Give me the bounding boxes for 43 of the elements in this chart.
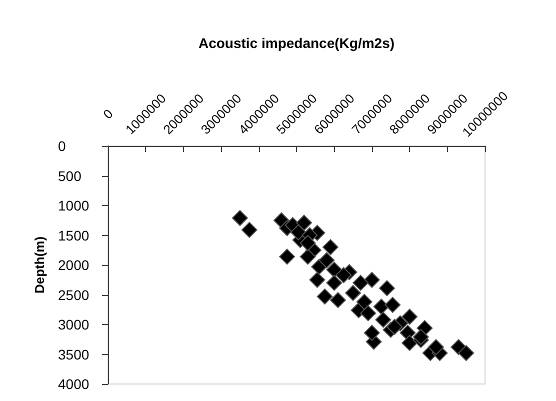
y-tick-label: 3000: [58, 316, 90, 332]
point: [336, 267, 352, 284]
point: [364, 272, 380, 288]
y-tick-label: 2500: [58, 286, 90, 303]
point: [458, 345, 474, 362]
point: [373, 298, 390, 315]
y-tick-label: 500: [58, 168, 82, 184]
point: [279, 248, 296, 265]
y-tick-label: 4000: [58, 376, 90, 392]
point: [326, 262, 342, 278]
point: [360, 305, 376, 322]
point: [300, 234, 316, 251]
point: [384, 296, 401, 313]
point: [318, 252, 335, 268]
point: [309, 272, 326, 288]
point: [316, 288, 333, 305]
point: [232, 210, 248, 226]
point: [296, 214, 312, 231]
y-tick-label: 3500: [58, 346, 90, 362]
point: [412, 328, 429, 345]
y-tick-label: 2000: [58, 257, 90, 273]
point: [241, 222, 258, 238]
point: [428, 339, 444, 356]
x-tick-label: 0: [100, 106, 116, 122]
point: [402, 334, 418, 351]
point: [300, 248, 316, 265]
point: [326, 274, 342, 291]
point: [356, 294, 372, 310]
point: [290, 224, 306, 240]
point: [345, 284, 362, 301]
point: [375, 312, 392, 328]
point: [386, 318, 403, 335]
y-tick-label: 1500: [58, 227, 90, 244]
point: [322, 239, 338, 256]
point: [330, 292, 346, 308]
point: [402, 308, 418, 325]
point: [352, 274, 369, 291]
point: [364, 324, 380, 341]
y-tick-label: 0: [58, 138, 66, 154]
y-axis-title: Depth(m): [32, 236, 47, 294]
point: [378, 280, 395, 296]
x-axis-title: Acoustic impedance(Kg/m2s): [198, 35, 395, 51]
y-tick-label: 1000: [58, 198, 90, 214]
